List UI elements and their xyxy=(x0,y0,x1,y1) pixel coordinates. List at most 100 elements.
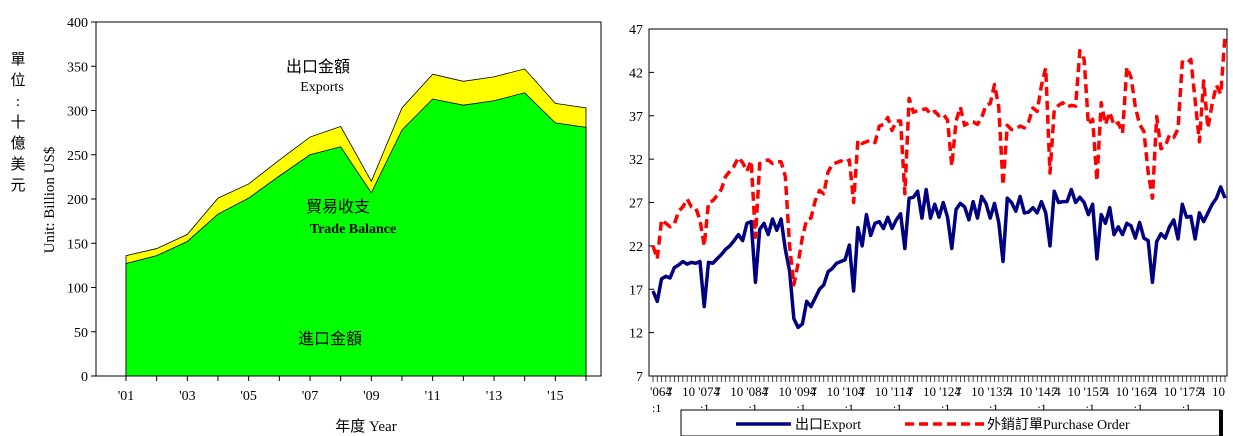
x-tick-label: 7 xyxy=(955,384,962,399)
unit-label-char: 美 xyxy=(10,156,25,173)
x-axis-minor-ticks xyxy=(652,376,1226,382)
x-tick-sublabel: :1 xyxy=(797,401,806,415)
x-tick-label: '13 xyxy=(486,389,503,404)
x-tick-label: '16:4 xyxy=(1132,384,1158,399)
x-tick-label: 10 xyxy=(682,384,695,399)
y-tick-label: 0 xyxy=(81,370,88,385)
purchase-order-line xyxy=(651,35,1227,287)
x-tick-label: '094 xyxy=(795,384,817,399)
y-tick-label: 37 xyxy=(629,110,643,125)
x-tick-sublabel: :1 xyxy=(748,401,757,415)
line-series-group xyxy=(651,35,1227,330)
y-tick-label: 7 xyxy=(636,370,643,385)
y-tick-label: 250 xyxy=(67,149,88,164)
x-tick-label: 10 xyxy=(778,384,791,399)
legend-label-export: 出口Export xyxy=(795,417,861,433)
y-tick-label: 200 xyxy=(67,193,88,208)
x-tick-label: '15 xyxy=(547,389,564,404)
x-tick-label: '09 xyxy=(363,389,380,404)
x-tick-sublabel: :1 xyxy=(700,401,709,415)
x-tick-label: '074 xyxy=(698,384,720,399)
x-tick-label: 10 xyxy=(1164,384,1177,399)
y-tick-label: 17 xyxy=(629,283,643,298)
annotation-exports-zh: 出口金額 xyxy=(286,58,350,76)
x-tick-label: 10 xyxy=(1116,384,1129,399)
x-axis-label: 年度 Year xyxy=(335,418,396,435)
legend-label-order: 外銷訂單Purchase Order xyxy=(987,417,1130,433)
y-tick-label: 42 xyxy=(629,66,643,81)
x-tick-label: '07 xyxy=(302,389,319,404)
x-tick-label: 7 xyxy=(714,384,721,399)
annotation-balance-en: Trade Balance xyxy=(310,222,396,237)
y-axis-label: Unit: Billion US$ xyxy=(42,146,58,253)
x-tick-sublabel: :1 xyxy=(1182,401,1191,415)
annotation-exports-en: Exports xyxy=(300,80,344,95)
unit-label-char: 十 xyxy=(10,114,25,131)
x-tick-label: 7 xyxy=(1003,384,1010,399)
x-tick-label: '104 xyxy=(843,384,865,399)
x-tick-label: '01 xyxy=(118,389,135,404)
x-tick-label: 10 xyxy=(827,384,840,399)
x-tick-label: 10 xyxy=(1019,384,1032,399)
x-tick-label: 7 xyxy=(859,384,866,399)
x-tick-label: '11 xyxy=(425,389,441,404)
x-tick-label: '17:4 xyxy=(1180,384,1206,399)
x-tick-sublabel: :1 xyxy=(1134,401,1143,415)
y-tick-label: 22 xyxy=(629,240,643,255)
x-tick-label: 10 xyxy=(1212,384,1225,399)
unit-label-char: 位 xyxy=(10,72,25,89)
x-tick-sublabel: :1 xyxy=(652,401,661,415)
y-tick-label: 32 xyxy=(629,153,643,168)
x-tick-label: 7 xyxy=(666,384,673,399)
export-line xyxy=(651,185,1227,330)
x-tick-label: '084 xyxy=(746,384,768,399)
y-tick-label: 47 xyxy=(629,23,643,38)
y-tick-label: 50 xyxy=(74,326,88,341)
x-tick-sublabel: :1 xyxy=(845,401,854,415)
x-tick-label: 10 xyxy=(730,384,743,399)
y-tick-label: 27 xyxy=(629,197,643,212)
y-tick-label: 300 xyxy=(67,105,88,120)
legend: 出口Export 外銷訂單Purchase Order xyxy=(680,409,1223,436)
x-tick-label: '064 xyxy=(650,384,672,399)
x-tick-label: 7 xyxy=(1196,384,1203,399)
y-tick-label: 12 xyxy=(629,327,643,342)
y-tick-label: 150 xyxy=(67,237,88,252)
x-tick-label: 7 xyxy=(1051,384,1058,399)
x-tick-label: '124 xyxy=(939,384,961,399)
x-tick-label: 10 xyxy=(1067,384,1080,399)
plot-frame-right xyxy=(648,28,1228,377)
x-tick-label: '14:4 xyxy=(1035,384,1061,399)
x-tick-label: 10 xyxy=(923,384,936,399)
x-tick-label: 10 xyxy=(971,384,984,399)
x-tick-label: '03 xyxy=(179,389,196,404)
x-tick-label: 7 xyxy=(762,384,769,399)
y-axis-ticks-left: 0 50 100 150 200 250 300 350 400 xyxy=(67,16,96,385)
annotation-balance-zh: 貿易收支 xyxy=(306,198,370,216)
y-axis-ticks-right: 7 12 17 22 27 32 37 42 47 xyxy=(629,23,654,385)
x-tick-label: '13:4 xyxy=(987,384,1013,399)
area-series-group xyxy=(125,68,587,377)
x-tick-label: '15:4 xyxy=(1084,384,1110,399)
x-tick-sublabel: :1 xyxy=(1086,401,1095,415)
y-tick-label: 100 xyxy=(67,282,88,297)
x-tick-sublabel: :1 xyxy=(1037,401,1046,415)
x-tick-label: 7 xyxy=(907,384,914,399)
x-tick-sublabel: :1 xyxy=(989,401,998,415)
annotation-imports-zh: 進口金額 xyxy=(298,330,362,348)
unit-label-char: 單 xyxy=(10,52,25,68)
x-tick-sublabel: :1 xyxy=(893,401,902,415)
unit-label-char: 億 xyxy=(10,135,25,152)
x-tick-label: 7 xyxy=(1148,384,1155,399)
x-tick-label: 7 xyxy=(811,384,818,399)
y-tick-label: 400 xyxy=(67,16,88,31)
imports-area xyxy=(125,92,587,377)
x-tick-label: '05 xyxy=(240,389,257,404)
x-tick-label: '114 xyxy=(891,384,913,399)
y-tick-label: 350 xyxy=(67,60,88,75)
